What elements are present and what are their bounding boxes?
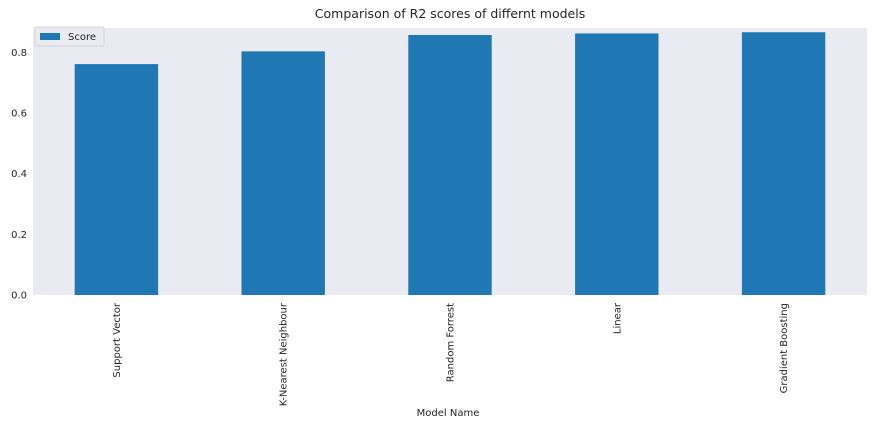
y-tick-label: 0.6: [11, 108, 27, 119]
x-tick-label: Support Vector: [112, 302, 123, 377]
x-tick-label: Random Forrest: [446, 303, 457, 382]
y-tick-label: 0.0: [11, 291, 27, 302]
x-tick-label: Gradient Boosting: [779, 303, 790, 393]
y-tick-label: 0.8: [11, 48, 27, 59]
legend-box: [34, 26, 105, 47]
legend-swatch: [40, 33, 60, 40]
x-tick-label: K-Nearest Neighbour: [279, 302, 290, 406]
y-tick-label: 0.4: [11, 169, 27, 180]
bar: [241, 51, 325, 295]
bar: [741, 32, 826, 295]
y-tick-label: 0.2: [11, 230, 27, 241]
bar: [74, 64, 159, 295]
bar: [408, 34, 492, 296]
chart-title: Comparison of R2 scores of differnt mode…: [315, 6, 585, 21]
legend: Score: [34, 26, 105, 47]
x-axis-label: Model Name: [417, 408, 480, 419]
x-axis: Support Vector K-Nearest Neighbour Random …: [112, 302, 790, 406]
bar: [575, 33, 659, 295]
y-axis: 0.0 0.2 0.4 0.6 0.8: [11, 48, 27, 302]
bars: [74, 32, 826, 296]
x-tick-label: Linear: [612, 302, 623, 334]
legend-label: Score: [68, 32, 96, 43]
